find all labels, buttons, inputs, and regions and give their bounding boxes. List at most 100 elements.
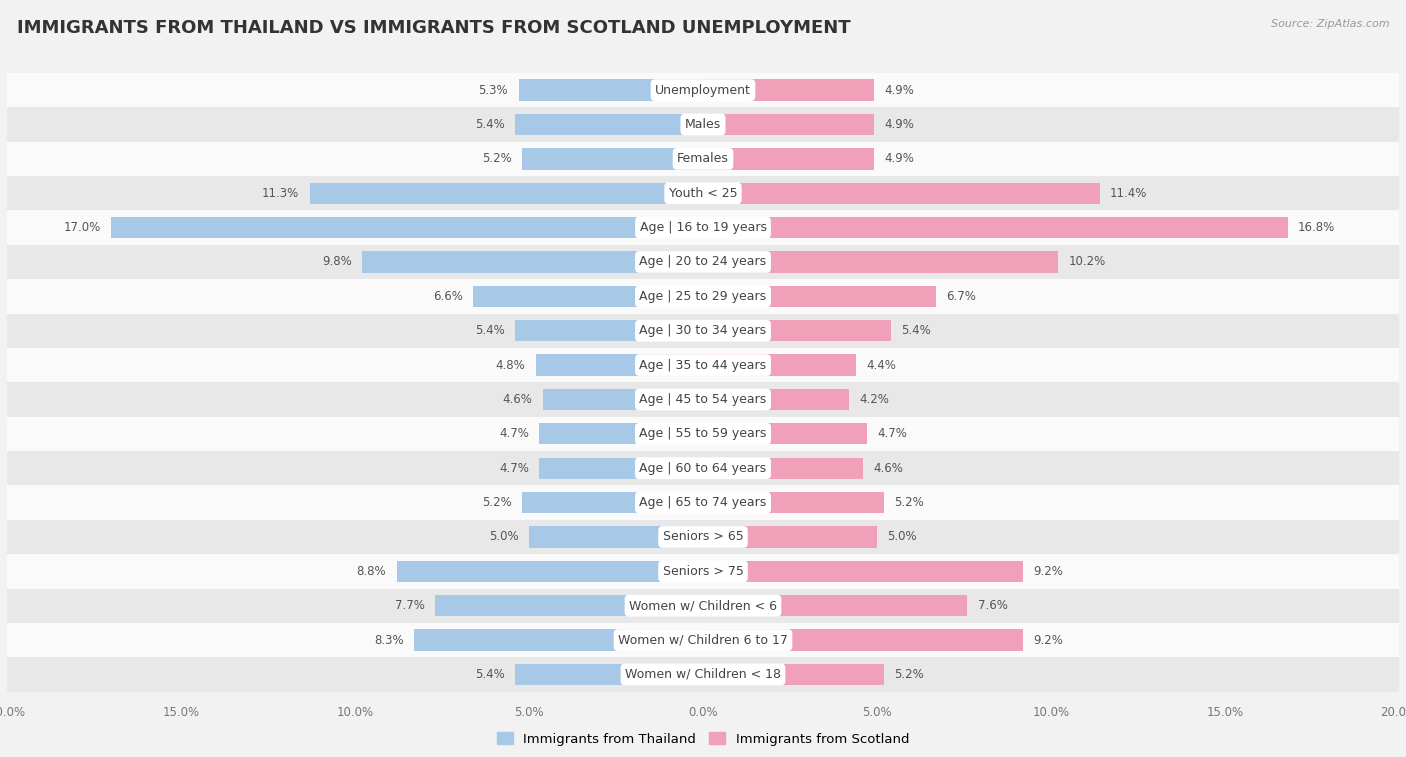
Text: 5.4%: 5.4%	[475, 118, 505, 131]
Text: Age | 25 to 29 years: Age | 25 to 29 years	[640, 290, 766, 303]
Legend: Immigrants from Thailand, Immigrants from Scotland: Immigrants from Thailand, Immigrants fro…	[492, 727, 914, 751]
Bar	[474, 285, 703, 307]
Bar	[703, 526, 877, 547]
Text: 4.6%: 4.6%	[873, 462, 904, 475]
Text: 5.2%: 5.2%	[894, 496, 924, 509]
Text: 8.8%: 8.8%	[357, 565, 387, 578]
Text: 4.8%: 4.8%	[496, 359, 526, 372]
Text: 11.4%: 11.4%	[1111, 187, 1147, 200]
Text: 6.7%: 6.7%	[946, 290, 976, 303]
Bar	[540, 457, 703, 479]
Bar	[703, 629, 1024, 651]
Text: Seniors > 65: Seniors > 65	[662, 531, 744, 544]
Text: 5.2%: 5.2%	[482, 152, 512, 165]
Text: Age | 60 to 64 years: Age | 60 to 64 years	[640, 462, 766, 475]
Text: 7.6%: 7.6%	[979, 600, 1008, 612]
Bar	[703, 664, 884, 685]
Text: Males: Males	[685, 118, 721, 131]
Text: 4.7%: 4.7%	[499, 462, 529, 475]
Bar	[515, 114, 703, 136]
Text: Seniors > 75: Seniors > 75	[662, 565, 744, 578]
Text: 5.4%: 5.4%	[475, 668, 505, 681]
Text: Youth < 25: Youth < 25	[669, 187, 737, 200]
Bar	[703, 354, 856, 375]
Bar	[536, 354, 703, 375]
Text: Age | 35 to 44 years: Age | 35 to 44 years	[640, 359, 766, 372]
Bar	[515, 664, 703, 685]
Bar	[7, 176, 1399, 210]
Text: 5.3%: 5.3%	[478, 83, 508, 97]
Text: Source: ZipAtlas.com: Source: ZipAtlas.com	[1271, 19, 1389, 29]
Text: 5.0%: 5.0%	[489, 531, 519, 544]
Text: 4.4%: 4.4%	[866, 359, 897, 372]
Text: 5.0%: 5.0%	[887, 531, 917, 544]
Text: 16.8%: 16.8%	[1298, 221, 1336, 234]
Text: 4.9%: 4.9%	[884, 83, 914, 97]
Text: Unemployment: Unemployment	[655, 83, 751, 97]
Bar	[703, 320, 891, 341]
Bar	[7, 382, 1399, 416]
Bar	[7, 520, 1399, 554]
Bar	[703, 561, 1024, 582]
Bar	[7, 451, 1399, 485]
Bar	[515, 320, 703, 341]
Text: 9.2%: 9.2%	[1033, 634, 1063, 646]
Text: Age | 65 to 74 years: Age | 65 to 74 years	[640, 496, 766, 509]
Text: Women w/ Children 6 to 17: Women w/ Children 6 to 17	[619, 634, 787, 646]
Bar	[7, 142, 1399, 176]
Bar	[522, 492, 703, 513]
Bar	[703, 182, 1099, 204]
Text: 17.0%: 17.0%	[63, 221, 101, 234]
Text: Age | 16 to 19 years: Age | 16 to 19 years	[640, 221, 766, 234]
Bar	[703, 79, 873, 101]
Bar	[7, 554, 1399, 588]
Text: 4.9%: 4.9%	[884, 152, 914, 165]
Text: 4.9%: 4.9%	[884, 118, 914, 131]
Text: 5.2%: 5.2%	[482, 496, 512, 509]
Bar	[7, 245, 1399, 279]
Text: Age | 30 to 34 years: Age | 30 to 34 years	[640, 324, 766, 337]
Bar	[434, 595, 703, 616]
Text: Age | 20 to 24 years: Age | 20 to 24 years	[640, 255, 766, 269]
Text: 8.3%: 8.3%	[374, 634, 404, 646]
Bar	[529, 526, 703, 547]
Text: 4.2%: 4.2%	[859, 393, 890, 406]
Bar	[7, 73, 1399, 107]
Text: 5.4%: 5.4%	[475, 324, 505, 337]
Bar	[703, 148, 873, 170]
Bar	[7, 416, 1399, 451]
Text: IMMIGRANTS FROM THAILAND VS IMMIGRANTS FROM SCOTLAND UNEMPLOYMENT: IMMIGRANTS FROM THAILAND VS IMMIGRANTS F…	[17, 19, 851, 37]
Bar	[7, 485, 1399, 520]
Bar	[7, 279, 1399, 313]
Text: 10.2%: 10.2%	[1069, 255, 1105, 269]
Bar	[309, 182, 703, 204]
Text: Age | 45 to 54 years: Age | 45 to 54 years	[640, 393, 766, 406]
Bar	[7, 623, 1399, 657]
Bar	[703, 389, 849, 410]
Bar	[703, 114, 873, 136]
Text: Females: Females	[678, 152, 728, 165]
Text: 5.4%: 5.4%	[901, 324, 931, 337]
Bar	[7, 107, 1399, 142]
Text: 4.7%: 4.7%	[499, 428, 529, 441]
Bar	[703, 423, 866, 444]
Bar	[703, 217, 1288, 238]
Bar	[7, 588, 1399, 623]
Bar	[703, 492, 884, 513]
Text: 9.8%: 9.8%	[322, 255, 352, 269]
Bar	[415, 629, 703, 651]
Bar	[519, 79, 703, 101]
Bar	[543, 389, 703, 410]
Text: 7.7%: 7.7%	[395, 600, 425, 612]
Bar	[540, 423, 703, 444]
Bar	[703, 285, 936, 307]
Text: Women w/ Children < 6: Women w/ Children < 6	[628, 600, 778, 612]
Bar	[396, 561, 703, 582]
Text: Age | 55 to 59 years: Age | 55 to 59 years	[640, 428, 766, 441]
Bar	[7, 348, 1399, 382]
Text: 4.6%: 4.6%	[502, 393, 533, 406]
Bar	[7, 657, 1399, 692]
Bar	[361, 251, 703, 273]
Bar	[703, 251, 1057, 273]
Bar	[522, 148, 703, 170]
